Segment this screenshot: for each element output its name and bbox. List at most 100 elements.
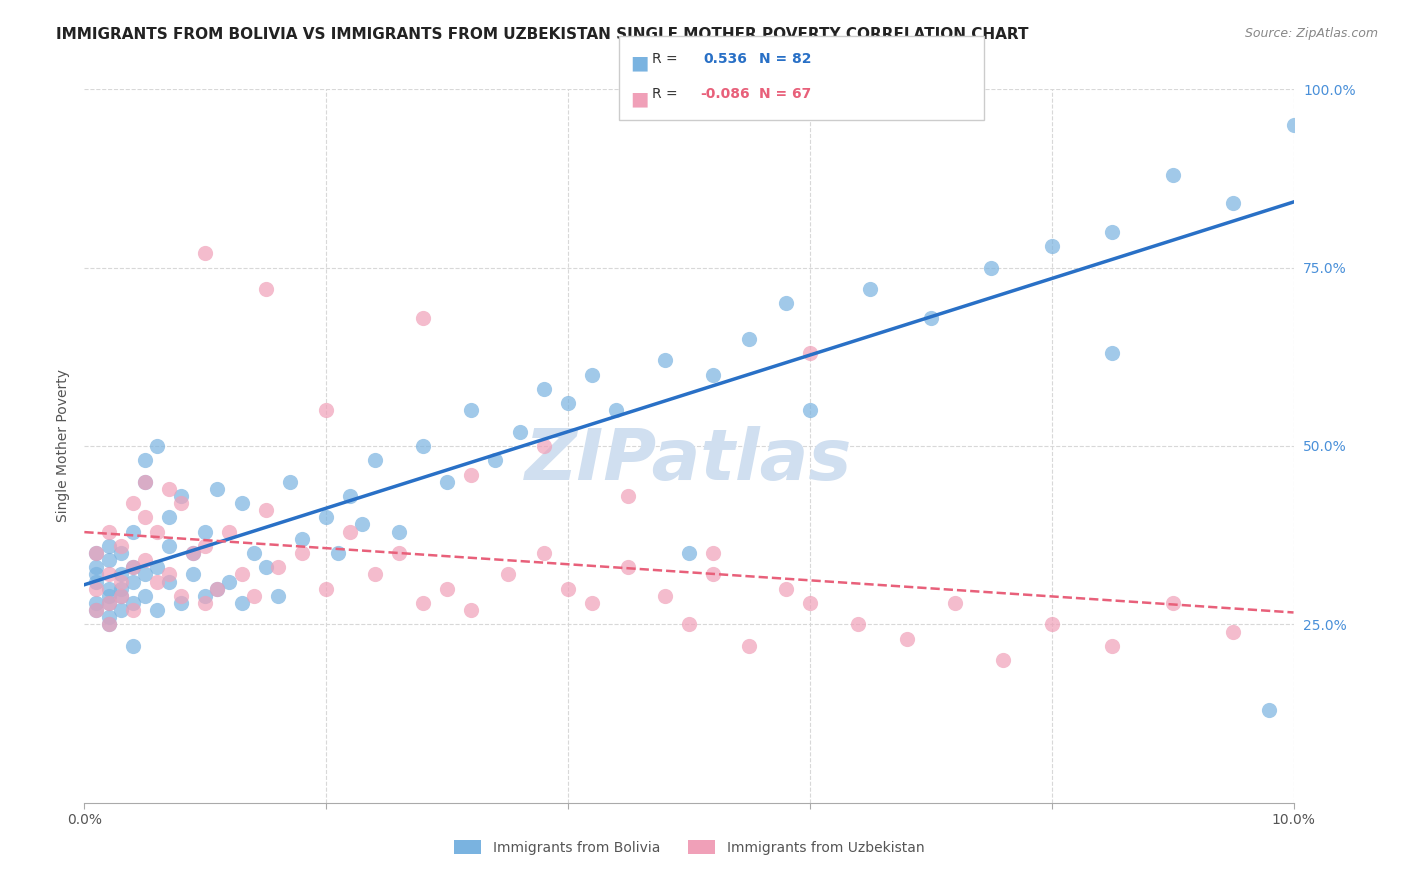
Point [702,567,724,582]
Point [97,610,120,624]
Text: ■: ■ [630,54,648,72]
Point [1282,118,1305,132]
Point [1040,617,1063,632]
Point [980,260,1002,275]
Point [231,496,253,510]
Point [207,482,229,496]
Point [799,82,821,96]
Point [86,596,108,610]
Point [315,582,337,596]
Point [231,596,253,610]
Point [242,546,264,560]
Point [231,567,253,582]
Point [97,589,120,603]
Point [157,482,180,496]
Point [363,567,385,582]
Point [581,596,603,610]
Point [1222,624,1244,639]
Point [654,353,676,368]
Text: ■: ■ [630,89,648,108]
Point [267,589,290,603]
Point [943,596,966,610]
Point [352,517,374,532]
Point [86,582,108,596]
Point [121,524,143,539]
Point [484,453,506,467]
Point [1101,225,1123,239]
Point [412,439,434,453]
Y-axis label: Single Mother Poverty: Single Mother Poverty [56,369,70,523]
Point [412,596,434,610]
Point [702,368,724,382]
Point [170,489,193,503]
Point [181,546,204,560]
Point [1161,596,1184,610]
Point [97,567,120,582]
Point [315,510,337,524]
Point [134,475,156,489]
Point [194,589,217,603]
Point [533,382,555,396]
Point [121,560,143,574]
Point [993,653,1015,667]
Point [291,532,314,546]
Text: N = 82: N = 82 [759,52,811,66]
Text: N = 67: N = 67 [759,87,811,102]
Point [799,596,821,610]
Point [775,582,797,596]
Point [460,403,482,417]
Point [509,425,531,439]
Point [86,546,108,560]
Point [146,603,169,617]
Point [134,475,156,489]
Point [1101,639,1123,653]
Text: R =: R = [652,52,678,66]
Point [799,346,821,360]
Point [328,546,350,560]
Point [134,553,156,567]
Point [1258,703,1281,717]
Point [943,82,966,96]
Point [86,603,108,617]
Point [181,546,204,560]
Point [460,603,482,617]
Point [97,553,120,567]
Point [110,546,132,560]
Point [86,603,108,617]
Point [86,574,108,589]
Point [110,567,132,582]
Point [86,567,108,582]
Point [110,539,132,553]
Point [97,539,120,553]
Point [557,582,579,596]
Point [363,453,385,467]
Point [775,296,797,310]
Point [436,582,458,596]
Text: IMMIGRANTS FROM BOLIVIA VS IMMIGRANTS FROM UZBEKISTAN SINGLE MOTHER POVERTY CORR: IMMIGRANTS FROM BOLIVIA VS IMMIGRANTS FR… [56,27,1029,42]
Point [678,546,700,560]
Point [121,639,143,653]
Point [170,496,193,510]
Point [254,282,277,296]
Point [157,567,180,582]
Text: Source: ZipAtlas.com: Source: ZipAtlas.com [1244,27,1378,40]
Text: -0.086: -0.086 [700,87,749,102]
Point [859,282,882,296]
Point [617,489,640,503]
Point [1101,346,1123,360]
Point [920,310,942,325]
Point [218,524,240,539]
Point [799,403,821,417]
Point [170,589,193,603]
Point [86,546,108,560]
Point [121,596,143,610]
Legend: Immigrants from Bolivia, Immigrants from Uzbekistan: Immigrants from Bolivia, Immigrants from… [449,834,929,860]
Point [181,567,204,582]
Point [617,560,640,574]
Point [678,617,700,632]
Point [146,560,169,574]
Point [134,453,156,467]
Point [157,539,180,553]
Point [97,524,120,539]
Point [194,596,217,610]
